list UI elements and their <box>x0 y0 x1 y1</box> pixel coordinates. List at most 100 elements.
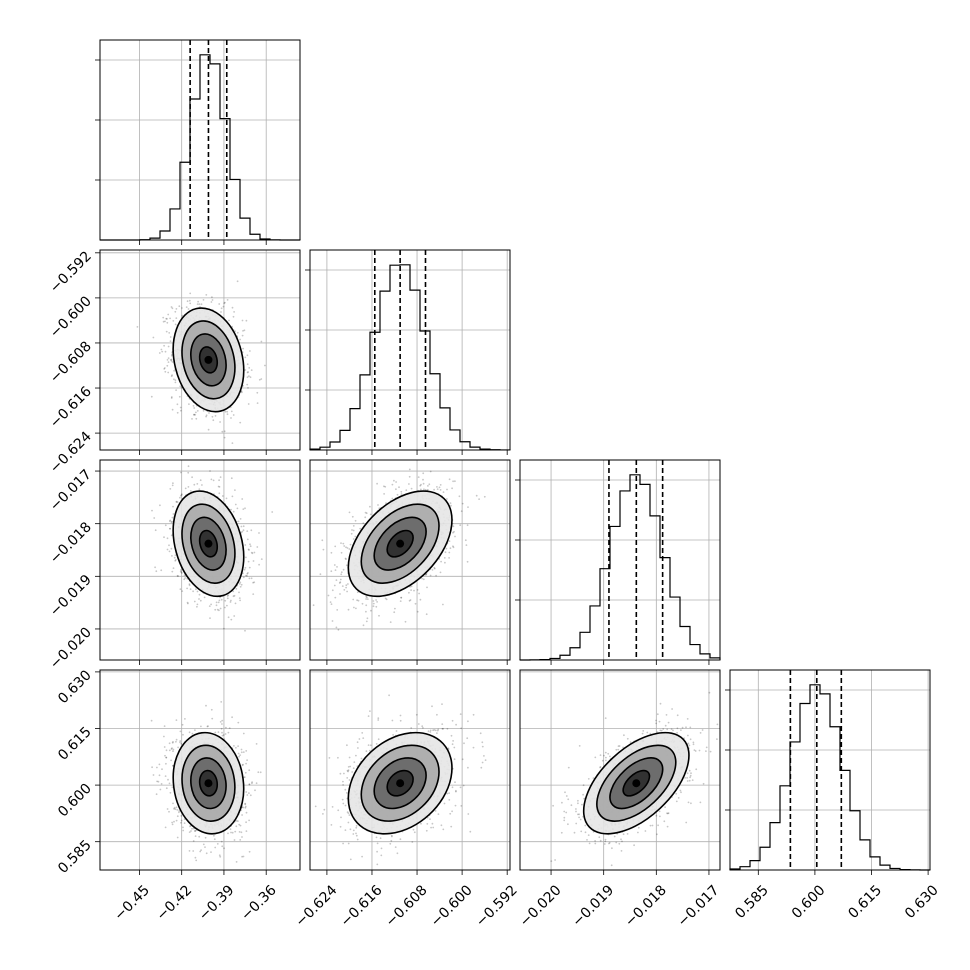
scatter-point <box>211 415 214 418</box>
scatter-point <box>249 545 252 548</box>
scatter-point <box>231 442 234 444</box>
scatter-point <box>164 320 166 323</box>
scatter-point <box>244 544 247 546</box>
scatter-point <box>422 578 425 581</box>
scatter-point <box>223 302 226 305</box>
scatter-point <box>220 598 223 601</box>
scatter-point <box>248 566 251 569</box>
scatter-point <box>207 428 210 431</box>
scatter-point <box>223 627 225 630</box>
scatter-point <box>155 570 158 573</box>
scatter-point <box>245 574 247 577</box>
scatter-point <box>181 307 183 309</box>
scatter-point <box>171 361 174 363</box>
scatter-point <box>359 527 362 530</box>
scatter-point <box>160 569 163 572</box>
scatter-point <box>352 538 355 540</box>
scatter-point <box>191 418 193 420</box>
scatter-point <box>195 588 197 591</box>
scatter-point <box>176 403 179 406</box>
scatter-point <box>189 292 192 295</box>
scatter-point <box>201 484 203 486</box>
scatter-point <box>239 585 242 588</box>
scatter-point <box>166 321 169 324</box>
scatter-point <box>171 484 174 487</box>
scatter-point <box>171 374 174 376</box>
scatter-point <box>256 391 259 394</box>
scatter-point <box>218 486 221 488</box>
scatter-point <box>218 303 221 305</box>
scatter-point <box>235 861 238 863</box>
scatter-point <box>216 608 219 611</box>
scatter-point <box>449 547 452 550</box>
scatter-point <box>159 504 161 507</box>
scatter-point <box>170 306 173 308</box>
scatter-point <box>384 485 387 488</box>
scatter-point <box>174 381 177 384</box>
density-peak <box>396 539 405 548</box>
scatter-point <box>196 590 199 593</box>
scatter-point <box>220 307 223 310</box>
scatter-point <box>219 476 222 478</box>
scatter-point <box>161 768 163 771</box>
scatter-point <box>173 820 175 823</box>
scatter-point <box>417 476 420 478</box>
scatter-point <box>221 719 224 722</box>
scatter-point <box>372 602 375 605</box>
scatter-point <box>236 331 239 334</box>
scatter-point <box>179 588 182 591</box>
hist-panel-1 <box>305 249 511 455</box>
scatter-point <box>362 624 365 627</box>
scatter-point <box>196 603 199 606</box>
scatter-panel-2-0: −0.017−0.018−0.019−0.020 <box>47 459 301 672</box>
scatter-point <box>253 581 256 584</box>
scatter-point <box>234 602 237 605</box>
scatter-point <box>238 591 240 594</box>
scatter-point <box>163 536 165 539</box>
scatter-point <box>192 405 195 407</box>
scatter-point <box>214 415 217 417</box>
scatter-point <box>180 494 183 496</box>
scatter-point <box>393 611 396 614</box>
scatter-point <box>224 410 227 413</box>
scatter-point <box>244 566 247 569</box>
scatter-point <box>237 752 240 755</box>
density-peak <box>204 539 213 548</box>
scatter-point <box>156 766 158 769</box>
scatter-point <box>214 846 217 849</box>
scatter-point <box>353 606 355 609</box>
scatter-point <box>176 501 179 503</box>
scatter-point <box>252 560 255 562</box>
scatter-point <box>198 593 201 596</box>
scatter-point <box>240 831 243 834</box>
scatter-point <box>174 323 177 326</box>
scatter-point <box>246 383 249 386</box>
scatter-point <box>170 547 173 550</box>
scatter-point <box>244 369 247 371</box>
scatter-point <box>251 552 254 555</box>
scatter-point <box>198 598 200 600</box>
scatter-point <box>221 723 223 725</box>
scatter-point <box>222 305 225 308</box>
scatter-point <box>421 577 423 580</box>
scatter-point <box>160 348 163 351</box>
scatter-point <box>247 403 250 405</box>
scatter-point <box>362 522 365 524</box>
hist-panel-0 <box>95 39 301 245</box>
scatter-point <box>242 855 245 858</box>
scatter-point <box>448 557 450 559</box>
scatter-point <box>167 313 170 316</box>
scatter-point <box>465 544 468 546</box>
scatter-point <box>167 361 170 363</box>
scatter-point <box>341 585 344 587</box>
scatter-point <box>271 511 274 513</box>
scatter-point <box>256 402 259 404</box>
scatter-point <box>247 371 250 373</box>
scatter-point <box>239 581 242 584</box>
scatter-point <box>433 566 436 569</box>
scatter-point <box>242 330 244 332</box>
scatter-point <box>246 759 249 761</box>
scatter-point <box>351 515 354 518</box>
scatter-point <box>232 414 235 416</box>
scatter-point <box>174 559 177 562</box>
